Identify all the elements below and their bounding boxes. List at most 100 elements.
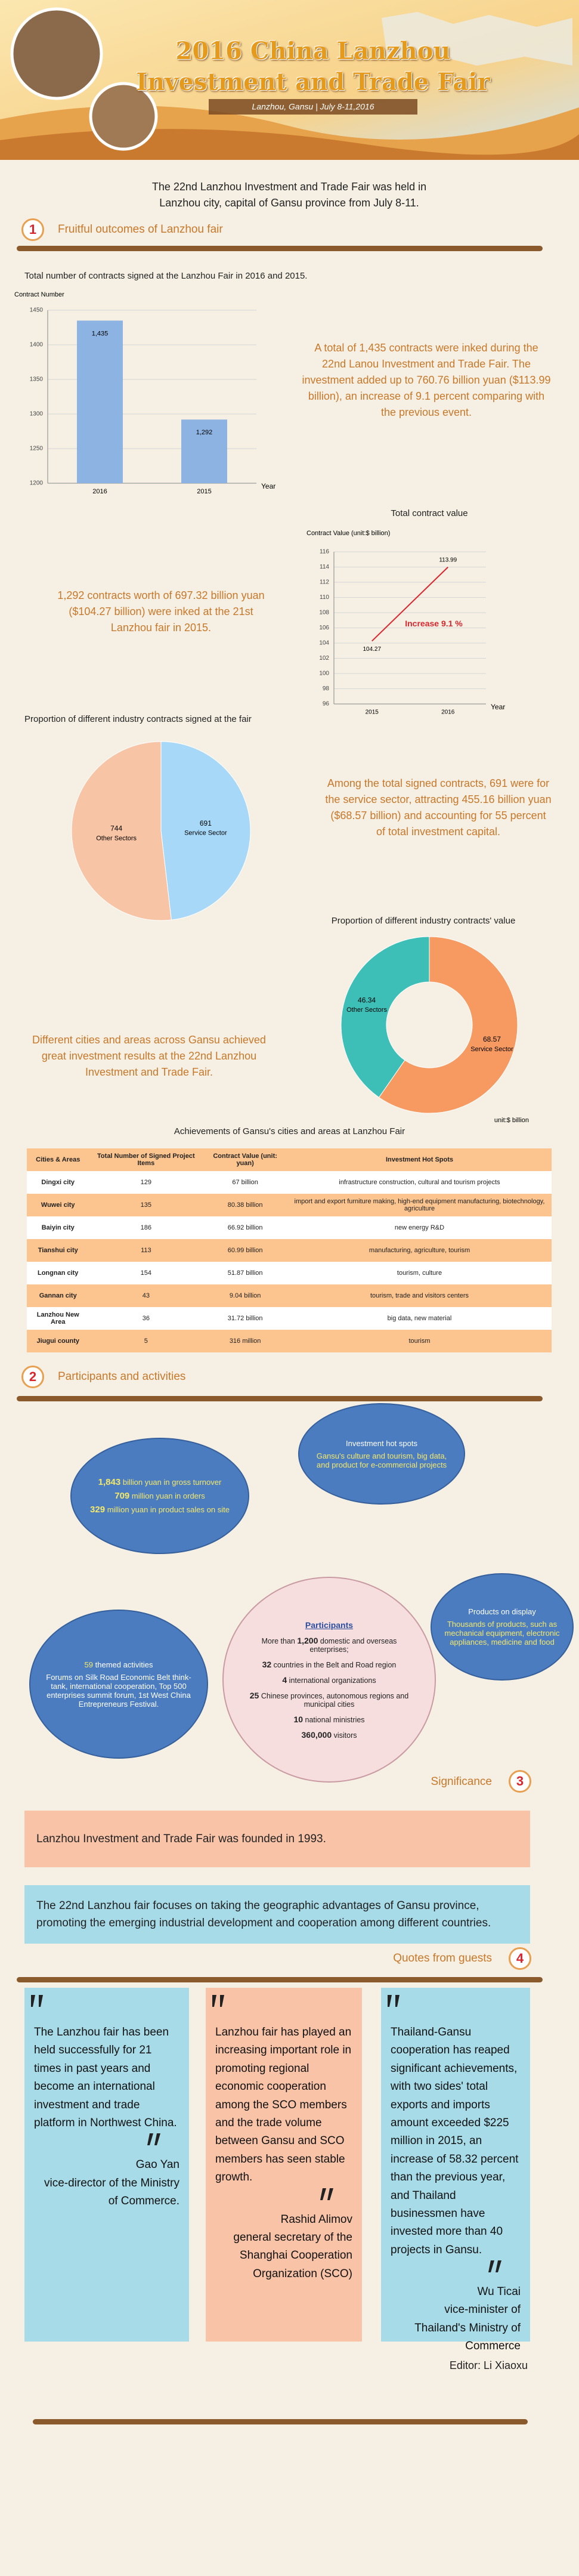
y-tick-label: 96 — [323, 701, 330, 708]
participant-number: 360,000 — [301, 1729, 332, 1740]
line — [371, 566, 448, 642]
result-line: 1,843 billion yuan in gross turnover — [98, 1477, 222, 1487]
quote-role: vice-minister of Thailand's Ministry of … — [414, 2303, 521, 2353]
participant-line: 360,000 visitors — [302, 1730, 357, 1740]
chart-title: Total number of contracts signed at the … — [24, 271, 308, 281]
section-title: Participants and activities — [58, 1370, 186, 1383]
table-cell: Longnan city — [37, 1270, 79, 1277]
table-header-row: Cities & Areas Total Number of Signed Pro… — [27, 1148, 552, 1171]
quote-name: Wu Ticai — [477, 2285, 521, 2299]
y-axis-label: Contract Value (unit:$ billion) — [306, 530, 390, 537]
quote-name: Gao Yan — [135, 2158, 179, 2172]
header-subtitle: Lanzhou, Gansu | July 8-11,2016 — [252, 102, 374, 112]
participant-line: 10 national ministries — [293, 1715, 364, 1724]
chart-title: Total contract value — [391, 508, 468, 518]
table-cell: 67 billion — [232, 1179, 258, 1186]
table-cell: 135 — [89, 1194, 203, 1216]
y-tick-label: 108 — [319, 610, 329, 616]
y-tick-label: 1400 — [30, 342, 44, 348]
y-tick-label: 116 — [320, 549, 329, 555]
table: Cities & Areas Total Number of Signed Pro… — [27, 1148, 552, 1352]
table-cell: manufacturing, agriculture, tourism — [287, 1239, 552, 1262]
table-cell: 154 — [140, 1270, 152, 1277]
column-header: Investment Hot Spots — [287, 1148, 552, 1171]
table-cell: 51.87 billion — [227, 1270, 263, 1277]
y-tick-label: 112 — [320, 579, 329, 586]
slice — [340, 936, 430, 1098]
slice-label: Other Sectors — [346, 1006, 387, 1014]
quote-text: Lanzhou fair has played an increasing im… — [215, 2026, 352, 2184]
participant-number: 25 — [249, 1690, 259, 1700]
slice-value: 46.34 — [358, 996, 376, 1004]
note: 1,292 contracts worth of 697.32 billion … — [57, 589, 265, 634]
table-cell: Jiugui county — [27, 1330, 89, 1352]
section-rule — [17, 246, 543, 251]
results-bubble: 1,843 billion yuan in gross turnover 709 … — [70, 1438, 249, 1554]
y-tick-label: 1350 — [30, 376, 44, 383]
significance-box: The 22nd Lanzhou fair focuses on taking … — [24, 1885, 530, 1944]
participant-text: Chinese provinces, autonomous regions an… — [261, 1691, 409, 1709]
table-title: Achievements of Gansu's cities and areas… — [174, 1126, 405, 1136]
section-number: 3 — [509, 1770, 531, 1793]
table-cell: Gannan city — [27, 1284, 89, 1307]
x-tick-label: 2015 — [366, 709, 379, 716]
y-axis-label: Contract Number — [14, 291, 64, 298]
chart-title: Proportion of different industry contrac… — [331, 916, 516, 926]
table-cell: big data, new material — [387, 1315, 452, 1322]
slice-label: Other Sectors — [96, 835, 137, 842]
banner-map — [382, 12, 572, 66]
section-title: Fruitful outcomes of Lanzhou fair — [58, 223, 223, 236]
table-cell: 80.38 billion — [203, 1194, 287, 1216]
section-number: 2 — [21, 1366, 44, 1388]
chart-title: Proportion of different industry contrac… — [24, 714, 252, 724]
table-row: Lanzhou New Area 36 31.72 billion big data,… — [27, 1307, 552, 1330]
result-line: 329 million yuan in product sales on sit… — [90, 1505, 230, 1515]
intro: The 22nd Lanzhou Investment and Trade Fa… — [151, 181, 427, 209]
slice-value: 68.57 — [483, 1035, 501, 1043]
footer-rule — [33, 2419, 528, 2424]
annotation: Increase 9.1 % — [405, 619, 463, 628]
bubble-text: Gansu's culture and tourism, big data, a… — [316, 1451, 447, 1469]
participant-text: national ministries — [305, 1715, 365, 1724]
editor: Editor: Li Xiaoxu — [449, 2359, 528, 2371]
slice-value: 691 — [200, 819, 212, 827]
quote-mark-shape — [388, 1995, 400, 2007]
table-cell: import and export furniture making, high… — [287, 1194, 552, 1216]
participant-text: countries in the Belt and Road region — [273, 1660, 397, 1669]
value-label: 104.27 — [363, 646, 381, 653]
table-cell: tourism, trade and visitors centers — [287, 1284, 552, 1307]
quote-name: Rashid Alimov — [280, 2213, 352, 2226]
value-label: 113.99 — [439, 557, 457, 563]
y-tick-label: 106 — [319, 625, 329, 631]
y-tick-label: 110 — [320, 594, 329, 601]
unit-label: unit:$ billion — [494, 1117, 529, 1124]
table-cell: Dingxi city — [41, 1179, 75, 1186]
section-number: 4 — [509, 1947, 531, 1970]
y-tick-label: 1200 — [30, 480, 44, 487]
significance-box: Lanzhou Investment and Trade Fair was fo… — [24, 1811, 530, 1867]
y-tick-label: 102 — [319, 655, 329, 662]
x-tick-label: 2015 — [197, 488, 211, 495]
quote-box: The Lanzhou fair has been held successfu… — [24, 1988, 189, 2342]
table-cell: tourism, culture — [397, 1270, 442, 1277]
hot-spots-bubble: Investment hot spots Gansu's culture and… — [298, 1403, 465, 1505]
banner-photo — [89, 82, 158, 151]
result-text: billion yuan in gross turnover — [122, 1478, 222, 1487]
table-row: Wuwei city 135 80.38 billion import and exp… — [27, 1194, 552, 1216]
section-rule — [17, 1396, 543, 1401]
table-cell: 316 million — [203, 1330, 287, 1352]
products-bubble: Products on display Thousands of product… — [431, 1573, 574, 1681]
participant-text: visitors — [333, 1731, 357, 1740]
line-chart: Contract Value (unit:$ billion) 96 98 100 10… — [306, 530, 505, 716]
quote-mark — [320, 2188, 333, 2200]
participant-line: 32 countries in the Belt and Road region — [262, 1660, 397, 1669]
bubble-title: 59 themed activities — [85, 1660, 153, 1669]
y-tick-label: 1250 — [30, 446, 44, 452]
participant-number: 10 — [293, 1714, 304, 1724]
table-cell: 60.99 billion — [203, 1239, 287, 1262]
header-banner: Lanzhou, Gansu | July 8-11,2016 — [0, 0, 579, 160]
participant-number: 4 — [282, 1675, 287, 1685]
section-title: Quotes from guests — [393, 1952, 492, 1965]
